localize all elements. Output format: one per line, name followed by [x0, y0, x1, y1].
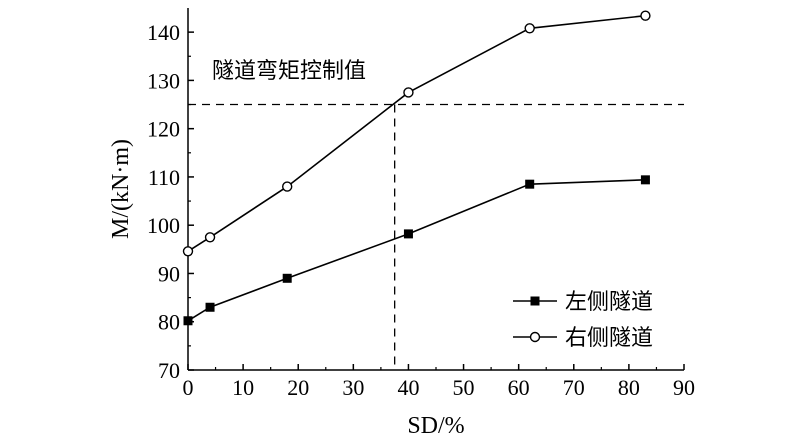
series-line-1	[187, 14, 646, 252]
y-tick-label: 100	[147, 213, 180, 238]
x-tick-label: 10	[232, 375, 254, 400]
x-tick-label: 70	[563, 375, 585, 400]
control-value-label: 隧道弯矩控制值	[212, 59, 366, 84]
series-0-point	[282, 273, 292, 283]
series-0-point	[525, 179, 535, 189]
y-tick-label: 70	[158, 358, 180, 383]
y-tick-label: 120	[147, 117, 180, 142]
series-0-point	[205, 302, 215, 312]
x-tick-label: 50	[453, 375, 475, 400]
series-0-point	[640, 175, 650, 185]
y-tick-label: 110	[148, 165, 180, 190]
x-axis-title: SD/%	[407, 413, 464, 439]
x-tick-label: 80	[618, 375, 640, 400]
legend-marker-0	[530, 296, 540, 306]
y-tick-label: 90	[158, 261, 180, 286]
legend-label-0: 左侧隧道	[565, 290, 653, 315]
series-1-point	[640, 10, 651, 21]
legend-marker-1	[529, 331, 541, 343]
series-1-point	[204, 232, 216, 243]
x-tick-label: 0	[183, 375, 194, 400]
series-1-point	[403, 87, 414, 98]
series-1-point	[182, 246, 194, 257]
plot-area: 0 10 20 30 40 50 60 70 80 90 70 80 90 100 110 120 130 140…	[108, 8, 695, 439]
x-tick-label: 20	[287, 375, 309, 400]
y-tick-label: 140	[147, 20, 180, 45]
y-tick-label: 130	[147, 68, 180, 93]
series-1-point	[524, 23, 535, 34]
series-0-point	[183, 316, 193, 326]
x-tick-label: 60	[508, 375, 530, 400]
series-1-point	[282, 181, 293, 192]
x-tick-label: 30	[342, 375, 364, 400]
x-tick-label: 40	[397, 375, 419, 400]
legend-label-1: 右侧隧道	[565, 326, 653, 351]
y-tick-label: 80	[158, 310, 180, 335]
x-tick-label: 90	[673, 375, 695, 400]
series-0-point	[403, 229, 413, 239]
y-axis-title: M/(kN·m)	[108, 139, 134, 239]
